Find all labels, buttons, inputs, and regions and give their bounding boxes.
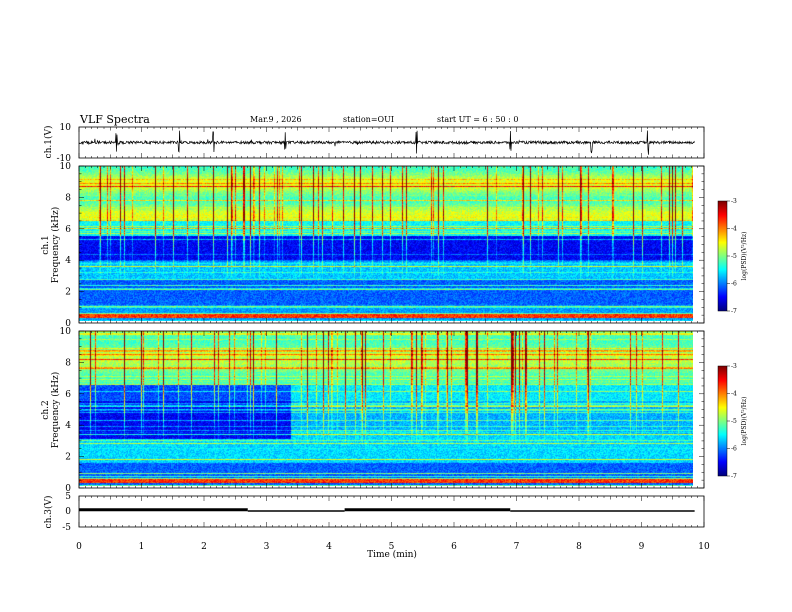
x-axis-label: Time (min) [367,549,417,560]
y-tick-label: 2 [65,453,71,463]
ch1-ytick-bottom: -10 [57,154,72,164]
colorbar-tick-label: -4 [731,391,737,398]
y-tick-label: 6 [65,225,71,235]
figure-title: VLF Spectra [79,113,150,126]
y-tick-label: 4 [65,421,71,431]
start-time-label: start UT = 6 : 50 : 0 [437,115,518,124]
y-tick-label: 10 [60,327,72,337]
ch1-spec-ylabel-channel: ch.1 [41,235,51,254]
ch1-ytick-top: 10 [60,123,72,133]
y-tick-label: 8 [65,358,71,368]
ch2-colorbar [718,366,727,476]
ch3-ytick-mid: 0 [65,507,71,517]
x-tick-label: 10 [698,542,710,552]
colorbar-tick-label: -7 [731,308,737,315]
x-tick-label: 7 [514,542,520,552]
y-tick-label: 6 [65,390,71,400]
colorbar-tick-label: -7 [731,473,737,480]
ch3-ytick-bottom: -5 [62,523,71,533]
y-tick-label: 4 [65,256,71,266]
station-label: station=OUI [343,115,394,124]
ch3-ylabel: ch.3(V) [43,496,54,529]
colorbar-tick-label: -5 [731,253,737,260]
colorbar-tick-label: -4 [731,226,737,233]
ch1-spectrogram-area [79,166,693,321]
x-tick-label: 0 [76,542,82,552]
colorbar-tick-label: -3 [731,198,737,205]
date-label: Mar.9 , 2026 [250,115,302,124]
ch1-colorbar-label: log(PSD)(V²/Hz) [741,232,748,281]
colorbar-tick-label: -6 [731,281,737,288]
y-tick-label: 0 [65,319,71,329]
ch2-spec-ylabel-channel: ch.2 [41,400,51,419]
ch1-colorbar [718,201,727,311]
colorbar-tick-label: -3 [731,363,737,370]
x-tick-label: 8 [576,542,582,552]
y-tick-label: 2 [65,288,71,298]
ch1-waveform-trace [78,130,695,155]
x-tick-label: 5 [389,542,395,552]
colorbar-tick-label: -6 [731,446,737,453]
ch1-waveform-panel: 10 -10 ch.1(V) [43,123,705,164]
x-tick-label: 9 [639,542,645,552]
y-tick-label: 8 [65,193,71,203]
ch2-spec-ylabel-freq: Frequency (kHz) [50,372,61,449]
ch2-spectrogram-area [79,331,693,486]
y-tick-label: 0 [65,484,71,494]
ch1-spec-ylabel-freq: Frequency (kHz) [50,207,61,284]
x-tick-label: 4 [326,542,332,552]
x-tick-label: 2 [201,542,207,552]
ch3-ytick-top: 5 [65,492,71,502]
ch1-ylabel: ch.1(V) [43,126,54,159]
colorbar-tick-label: -5 [731,418,737,425]
x-tick-label: 6 [451,542,457,552]
ch3-panel: 5 0 -5 ch.3(V) [43,492,705,533]
y-tick-label: 10 [60,162,72,172]
x-tick-label: 3 [264,542,270,552]
ch2-colorbar-label: log(PSD)(V²/Hz) [741,397,748,446]
x-tick-label: 1 [139,542,145,552]
